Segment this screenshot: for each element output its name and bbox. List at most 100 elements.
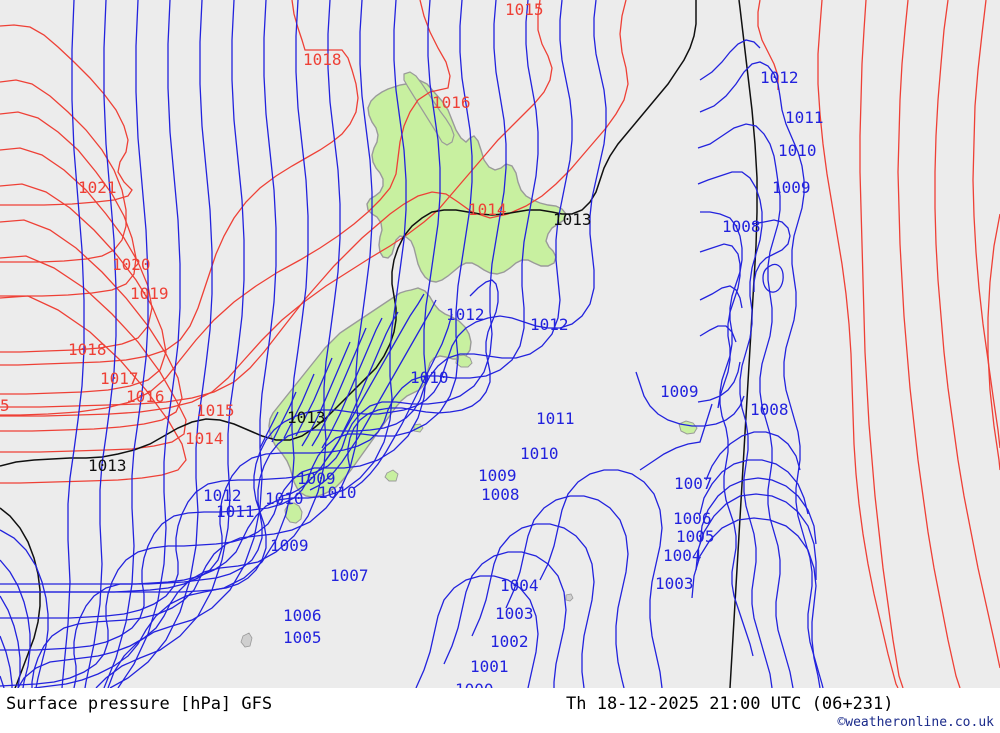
isobar-label-1018: 1018: [303, 50, 342, 69]
isobar-1011-ne: [697, 123, 794, 688]
isobar-right-d: [972, 0, 1000, 449]
isobar-sw-f: [0, 559, 31, 688]
isobar-1015: [0, 255, 187, 453]
isobar-si-e: [321, 317, 383, 449]
copyright-label: ©weatheronline.co.uk: [837, 715, 994, 730]
northland-peninsula: [403, 71, 455, 146]
isobar-1010-ne: [697, 171, 773, 688]
isobar-label-1009-sw: 1004: [663, 546, 702, 565]
isobar-1017: [0, 183, 167, 395]
isobar-1004-central: [17, 0, 341, 688]
isobar-label-1015-sw: 1011: [536, 409, 575, 428]
valid-time-label: Th 18-12-2025 21:00 UTC (06+231): [566, 694, 894, 714]
isobar-1007-central: [0, 0, 441, 687]
isobar-1000-center-arm: [415, 575, 539, 688]
isobar-label-1003-east: 1004: [500, 576, 539, 595]
isobar-sw-g: [0, 595, 21, 688]
isobar-1018: [0, 147, 153, 353]
isobar-si-k: [259, 411, 279, 449]
isobar-label-1014: 1014: [468, 200, 507, 219]
isobar-label-1000-center: 1000: [455, 682, 494, 689]
map-footer: Surface pressure [hPa] GFS Th 18-12-2025…: [0, 688, 1000, 733]
isobar-ne-strand-a: [699, 39, 761, 81]
isobar-right-f: [757, 0, 779, 90]
isobar-right-g: [817, 0, 899, 688]
isobar-sw-a: [117, 0, 181, 688]
isobar-label-1003-center: 1003: [495, 604, 534, 623]
isobar-label-1011-sw: 1006: [673, 509, 712, 528]
isobar-sw-h: [0, 635, 13, 688]
isobar-1008-right-arm: [697, 361, 741, 403]
isobar-sw-i: [0, 675, 5, 688]
offshore-islet-b: [384, 469, 399, 482]
isobar-1009-central: [0, 0, 507, 619]
isobar-label-1006-sw: 1006: [283, 606, 322, 625]
map-title: Surface pressure [hPa] GFS: [6, 694, 273, 714]
isobar-contour-layer: [0, 0, 1000, 688]
isobar-1021: [0, 24, 133, 206]
isobar-1013-main: [0, 0, 697, 467]
isobar-label-1013-si: 1013: [287, 408, 326, 427]
north-island-polygon: [366, 79, 567, 283]
isobar-sw-b: [103, 0, 149, 688]
isobar-right-b: [897, 0, 961, 688]
isobar-label-1001-center: 1001: [470, 657, 509, 676]
isobar-label-1012-nz: 1012: [446, 305, 485, 324]
isobar-1008-ne: [699, 243, 741, 409]
isobar-1012-nz-inner: [347, 279, 499, 469]
offshore-islet-c: [240, 632, 253, 648]
isobar-label-1013-sw: 1013: [88, 456, 127, 475]
isobar-si-b: [309, 299, 437, 491]
isobar-label-1019: 1019: [130, 284, 169, 303]
isobar-label-1012: 1016: [432, 93, 471, 112]
isobar-1009-ne: [700, 211, 754, 657]
isobar-1012-central: [0, 0, 607, 593]
isobar-si-f: [311, 327, 367, 447]
isobar-si-c: [353, 313, 453, 489]
isobar-sw-c: [84, 0, 117, 688]
isobar-1010-central: [0, 0, 539, 593]
isobar-1018-upper: [0, 0, 359, 366]
low-pressure-isobars: [0, 0, 824, 688]
isobar-1016-nz: [0, 0, 451, 416]
isobar-label-1015-clip: 5: [0, 396, 10, 415]
isobar-1007-right-lobe: [705, 431, 801, 481]
isobar-right-a: [859, 0, 904, 688]
isobar-1000-central: [109, 0, 213, 688]
isobar-1011-central: [0, 0, 573, 585]
isobar-label-1011: 1011: [785, 108, 824, 127]
isobar-label-1009-si: 1007: [674, 474, 713, 493]
isobar-label-1008: 1008: [722, 217, 761, 236]
isobar-label-1021: 1021: [78, 178, 117, 197]
isobar-1005-central: [31, 0, 373, 688]
isobar-1004-center-arm: [539, 469, 663, 688]
offshore-islet-d: [565, 593, 574, 602]
isobar-label-1010-si: 1017: [100, 369, 139, 388]
isobar-label-1017: 1010: [410, 368, 449, 387]
isobar-1008-ne-label-tail: [751, 219, 791, 292]
isobar-label-1010-east: 1010: [520, 444, 559, 463]
isobar-sw-e: [0, 529, 49, 688]
isobar-label-1018-sw: 1018: [68, 340, 107, 359]
isobar-si-a: [281, 293, 425, 497]
surface-pressure-map: 1015 1018 1016 1012 1011 1010 1009 1021 …: [0, 0, 1000, 688]
isobar-si-d: [325, 311, 399, 461]
isobar-label-1004-east: 1009: [270, 536, 309, 555]
isobar-label-1010: 1010: [778, 141, 817, 160]
isobar-1008-chatham-link: [639, 403, 713, 471]
isobar-label-1012-east: 1012: [530, 315, 569, 334]
isobar-si-j: [271, 391, 297, 443]
isobar-label-1020: 1020: [112, 255, 151, 274]
isobar-right-c: [934, 0, 1000, 669]
isobar-label-1010-sw: 1010: [318, 483, 357, 502]
isobar-label-1009-east: 1009: [660, 382, 699, 401]
isobar-label-1007-east: 1009: [297, 469, 336, 488]
isobar-right-e: [987, 213, 1000, 471]
isobar-label-1013: 1013: [553, 210, 592, 229]
isobar-label-1005-sw: 1002: [490, 632, 529, 651]
isobar-label-1004-center: 1007: [330, 566, 369, 585]
isobar-si-i: [283, 373, 315, 439]
isobar-1020: [0, 79, 127, 263]
isobar-1003-center-arm: [505, 495, 629, 688]
